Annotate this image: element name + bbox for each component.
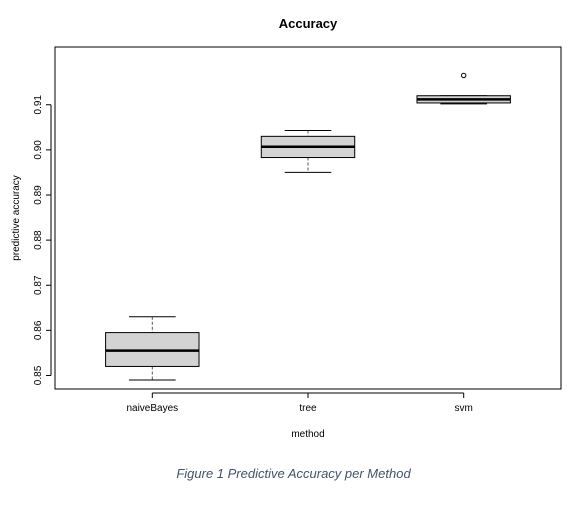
y-axis: 0.85 0.86 0.87 0.88 0.89 0.90 0.91 [33,95,52,385]
y-tick-label: 0.90 [33,140,44,160]
x-axis-label: method [291,429,324,440]
y-tick-label: 0.91 [33,95,44,115]
outlier-point [460,72,467,79]
x-tick-label: naiveBayes [126,403,178,414]
x-tick-label: svm [455,403,473,414]
y-tick-label: 0.88 [33,230,44,250]
x-tick-label: tree [299,403,317,414]
boxplot-chart: Accuracy 0.85 0.86 0.87 0.88 0.89 0.90 0.91 na… [11,16,562,440]
box-svm [416,72,511,105]
y-tick-label: 0.85 [33,365,44,385]
plot-frame [54,46,562,390]
y-tick-label: 0.86 [33,320,44,340]
box-naiveBayes [105,316,200,381]
x-axis: naiveBayes tree svm [126,392,473,414]
box-tree [260,129,356,173]
y-tick-label: 0.89 [33,185,44,205]
figure-caption: Figure 1 Predictive Accuracy per Method [176,466,411,481]
y-axis-label: predictive accuracy [11,175,22,261]
chart-title: Accuracy [279,16,338,31]
boxes [105,72,511,381]
y-tick-label: 0.87 [33,275,44,295]
